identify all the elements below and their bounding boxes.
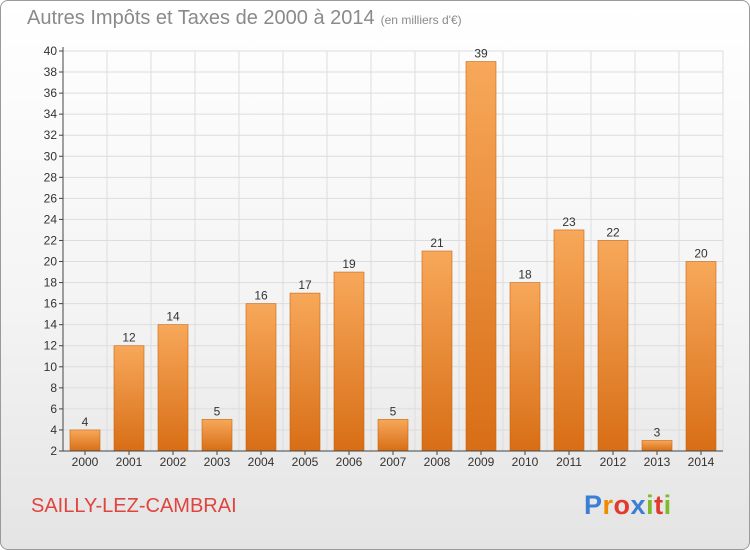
bar-2002 (157, 324, 189, 452)
y-tick-label: 4 (50, 423, 57, 437)
x-tick-label-2011: 2011 (556, 455, 582, 469)
x-tick-label-2005: 2005 (292, 455, 319, 469)
y-tick-label: 24 (44, 212, 58, 226)
x-tick-label-2013: 2013 (644, 455, 671, 469)
y-tick-label: 12 (44, 339, 58, 353)
bar-2011 (553, 229, 585, 452)
x-tick-label-2003: 2003 (204, 455, 231, 469)
data-label-2013: 3 (654, 425, 661, 439)
x-tick-label-2002: 2002 (160, 455, 187, 469)
bars (69, 61, 717, 452)
data-label-2008: 21 (430, 236, 444, 250)
x-tick-label-2004: 2004 (248, 455, 275, 469)
chart-title: Autres Impôts et Taxes de 2000 à 2014 (en… (27, 7, 462, 30)
x-tick-label-2010: 2010 (512, 455, 539, 469)
logo-letter: t (654, 490, 664, 520)
bar-2006 (333, 271, 365, 452)
x-tick-label-2001: 2001 (116, 455, 143, 469)
bar-2014 (685, 261, 717, 452)
y-tick-label: 38 (44, 65, 58, 79)
bar-2005 (289, 292, 321, 452)
bar-2004 (245, 303, 277, 452)
y-tick-label: 18 (44, 276, 58, 290)
data-label-2001: 12 (122, 331, 136, 345)
x-tick-label-2012: 2012 (600, 455, 627, 469)
bar-2000 (69, 429, 101, 452)
logo-letter: o (613, 490, 631, 520)
y-tick-label: 26 (44, 191, 58, 205)
axes (59, 47, 723, 455)
x-tick-label-2006: 2006 (336, 455, 363, 469)
x-tick-label-2008: 2008 (424, 455, 451, 469)
bar-2010 (509, 282, 541, 452)
data-label-2007: 5 (390, 404, 397, 418)
labels: 2468101214161820222426283032343638404200… (44, 44, 715, 469)
y-tick-label: 30 (44, 149, 58, 163)
y-tick-label: 8 (50, 381, 57, 395)
bar-2012 (597, 240, 629, 452)
x-tick-label-2007: 2007 (380, 455, 407, 469)
x-tick-label-2014: 2014 (688, 455, 715, 469)
y-tick-label: 16 (44, 297, 58, 311)
commune-name: SAILLY-LEZ-CAMBRAI (31, 495, 237, 517)
logo-letter: r (602, 490, 614, 520)
logo-letter: i (646, 490, 655, 520)
y-tick-label: 14 (44, 318, 58, 332)
data-label-2011: 23 (562, 215, 576, 229)
data-label-2009: 39 (474, 47, 488, 61)
data-label-2000: 4 (82, 415, 89, 429)
bar-2013 (641, 440, 673, 452)
data-label-2005: 17 (298, 278, 312, 292)
y-tick-label: 22 (44, 233, 58, 247)
x-tick-label-2000: 2000 (72, 455, 99, 469)
y-tick-label: 40 (44, 44, 58, 58)
data-label-2010: 18 (518, 268, 532, 282)
data-label-2014: 20 (694, 247, 708, 261)
y-tick-label: 34 (44, 107, 58, 121)
logo-letter: x (630, 490, 647, 520)
data-label-2006: 19 (342, 257, 356, 271)
x-tick-label-2009: 2009 (468, 455, 495, 469)
y-tick-label: 36 (44, 86, 58, 100)
y-tick-label: 32 (44, 128, 58, 142)
y-tick-label: 10 (44, 360, 58, 374)
bar-2007 (377, 419, 409, 452)
chart-title-text: Autres Impôts et Taxes de 2000 à 2014 (27, 7, 375, 29)
data-label-2012: 22 (606, 225, 620, 239)
bar-2001 (113, 345, 145, 452)
bar-2009 (465, 61, 497, 452)
logo-letter: i (663, 490, 672, 520)
logo-letter: P (584, 490, 603, 520)
y-tick-label: 20 (44, 255, 58, 269)
bar-2003 (201, 419, 233, 452)
data-label-2002: 14 (166, 310, 180, 324)
data-label-2004: 16 (254, 289, 268, 303)
y-tick-label: 28 (44, 170, 58, 184)
data-label-2003: 5 (214, 404, 221, 418)
chart-unit: (en milliers d'€) (380, 13, 462, 27)
y-tick-label: 2 (50, 444, 57, 458)
proxiti-logo: Proxiti (584, 490, 672, 521)
bar-2008 (421, 250, 453, 452)
y-tick-label: 6 (50, 402, 57, 416)
